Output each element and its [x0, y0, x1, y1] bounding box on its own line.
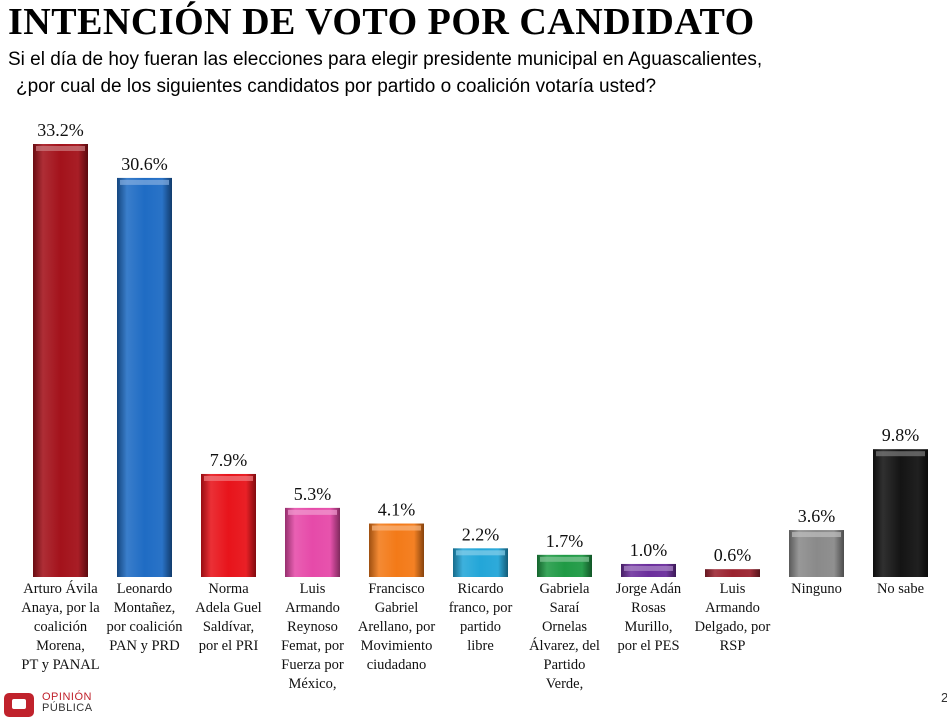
logo-text-line-1: OPINIÓN	[42, 691, 92, 703]
category-label-group: Arturo Ávila Anaya, por la coalición Morena…	[21, 580, 924, 692]
bar-bevel-7	[540, 556, 589, 562]
value-label-6: 2.2%	[462, 524, 500, 544]
category-label-10: Ninguno	[791, 581, 842, 597]
category-label-3: Norma Adela Guel Saldívar, por el PRI	[195, 581, 261, 654]
category-label-8: Jorge Adán Rosas Murillo, por el PES	[616, 581, 682, 654]
bar-10	[789, 530, 844, 577]
bar-4	[285, 507, 340, 577]
category-label-4: Luis Armando Reynoso Femat, por Fuerza por Mé…	[281, 581, 344, 692]
value-label-4: 5.3%	[294, 484, 332, 504]
bar-bevel-3	[204, 475, 253, 481]
bar-3	[201, 473, 256, 577]
bar-group	[33, 144, 928, 577]
bar-bevel-4	[288, 509, 337, 515]
chart-title: INTENCIÓN DE VOTO POR CANDIDATO	[8, 1, 755, 43]
bar-11	[873, 449, 928, 577]
bar-bevel-10	[792, 532, 841, 538]
value-label-3: 7.9%	[210, 450, 248, 470]
category-label-5: Francisco Gabriel Arellano, por Movimiento c…	[358, 581, 435, 673]
bar-bevel-6	[456, 550, 505, 556]
bar-bevel-8	[624, 565, 673, 571]
value-label-11: 9.8%	[882, 425, 920, 445]
survey-question-line-1: Si el día de hoy fueran las elecciones p…	[8, 49, 763, 70]
value-label-group: 33.2% 30.6% 7.9% 5.3% 4.1% 2.2% 1.7% 1.0% 0.6% 3.…	[37, 120, 919, 565]
value-label-1: 33.2%	[37, 120, 84, 140]
bar-bevel-11	[876, 451, 925, 457]
category-label-7: Gabriela Saraí Ornelas Álvarez, del Partido V…	[529, 581, 600, 692]
bar-bevel-5	[372, 525, 421, 531]
value-label-10: 3.6%	[798, 506, 836, 526]
category-label-9: Luis Armando Delgado, por RSP	[695, 581, 771, 654]
bar-9	[705, 569, 760, 577]
bar-5	[369, 523, 424, 577]
survey-question-line-2: ¿por cual de los siguientes candidatos p…	[16, 76, 657, 97]
logo-text-line-2: PÚBLICA	[42, 702, 93, 714]
value-label-2: 30.6%	[121, 154, 168, 174]
speech-bubble-icon	[4, 693, 34, 717]
bar-bevel-2	[120, 179, 169, 185]
category-label-6: Ricardo franco, por partido libre	[449, 581, 513, 654]
value-label-7: 1.7%	[546, 531, 584, 551]
survey-question: Si el día de hoy fueran las elecciones p…	[8, 46, 928, 100]
category-label-1: Arturo Ávila Anaya, por la coalición Morena…	[21, 580, 100, 673]
category-label-2: Leonardo Montañez, por coalición PAN y PRD	[106, 581, 183, 654]
bar-bevel-1	[36, 146, 85, 151]
bar-1	[33, 144, 88, 577]
value-label-8: 1.0%	[630, 540, 668, 560]
value-label-5: 4.1%	[378, 500, 416, 520]
opinion-publica-logo: OPINIÓN PÚBLICA	[4, 690, 104, 717]
value-label-9: 0.6%	[714, 545, 752, 565]
page-number: 2	[941, 690, 947, 705]
bar-2	[117, 177, 172, 577]
category-label-11: No sabe	[877, 581, 924, 597]
